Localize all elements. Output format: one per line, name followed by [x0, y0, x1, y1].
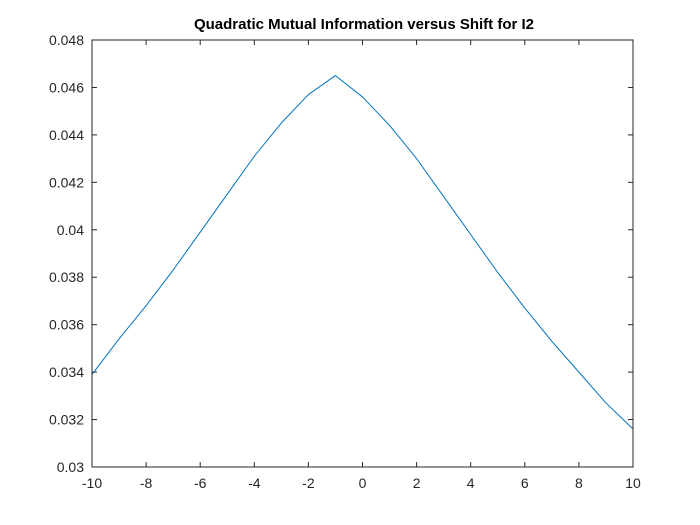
y-tick-label: 0.03	[57, 459, 84, 475]
chart-title: Quadratic Mutual Information versus Shif…	[194, 16, 534, 33]
y-tick-label: 0.044	[49, 127, 84, 143]
y-tick-label: 0.032	[49, 412, 84, 428]
y-tick-label: 0.04	[57, 222, 84, 238]
x-tick-label: -6	[194, 475, 207, 491]
series-layer	[91, 75, 634, 430]
y-tick-label: 0.034	[49, 364, 84, 380]
y-tick-label: 0.042	[49, 174, 84, 190]
x-tick-label: 0	[359, 475, 367, 491]
x-tick-label: 10	[625, 475, 641, 491]
series-line-0	[91, 75, 634, 430]
y-tick-label: 0.046	[49, 79, 84, 95]
x-tick-label: 6	[521, 475, 529, 491]
x-tick-label: -8	[140, 475, 153, 491]
axes-box	[91, 39, 634, 468]
x-tick-label: -4	[248, 475, 261, 491]
x-tick-label: 8	[575, 475, 583, 491]
y-tick-label: 0.048	[49, 32, 84, 48]
x-tick-label: 2	[413, 475, 421, 491]
x-tick-label: -2	[302, 475, 315, 491]
y-tick-label: 0.038	[49, 269, 84, 285]
plot-area	[92, 40, 633, 467]
ticks-layer: -10 -8 -6 -4 -2 0 2 4 6 8 10 0.03 0.032 0.034 0.036 0.0…	[49, 32, 641, 491]
x-tick-label: -10	[82, 475, 102, 491]
x-tick-label: 4	[467, 475, 475, 491]
y-tick-label: 0.036	[49, 317, 84, 333]
